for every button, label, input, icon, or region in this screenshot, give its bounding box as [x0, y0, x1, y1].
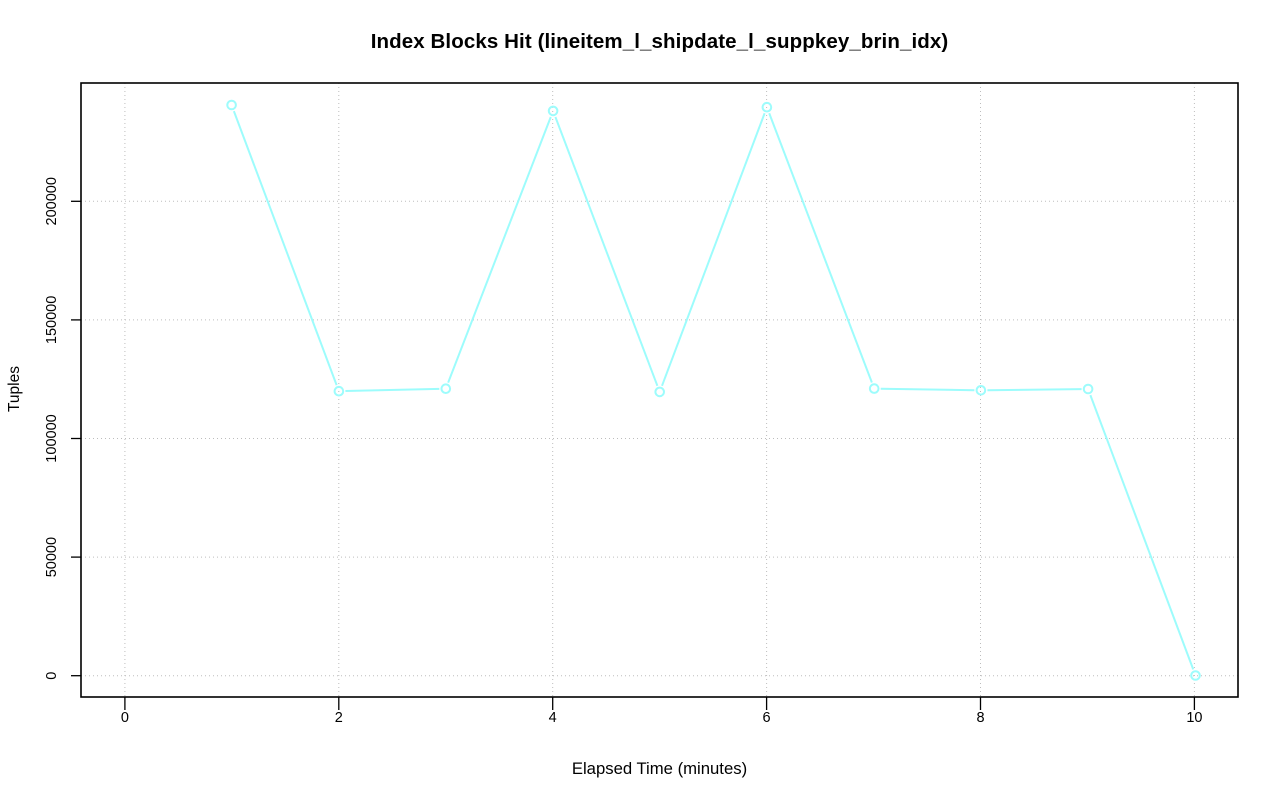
svg-text:10: 10 — [1186, 710, 1202, 726]
svg-text:0: 0 — [44, 672, 60, 680]
svg-text:100000: 100000 — [44, 414, 60, 462]
svg-text:6: 6 — [763, 710, 771, 726]
svg-text:8: 8 — [976, 710, 984, 726]
svg-text:50000: 50000 — [44, 537, 60, 577]
svg-text:4: 4 — [549, 710, 557, 726]
svg-text:0: 0 — [121, 710, 129, 726]
svg-text:2: 2 — [335, 710, 343, 726]
svg-text:200000: 200000 — [44, 177, 60, 225]
svg-text:150000: 150000 — [44, 296, 60, 344]
